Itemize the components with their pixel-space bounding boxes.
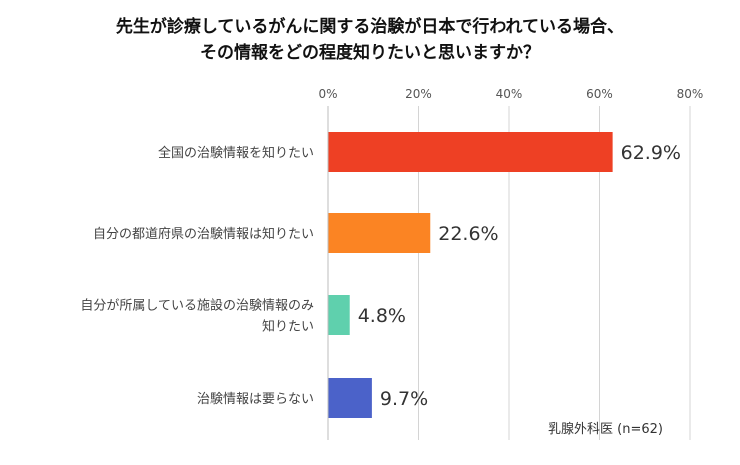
value-label: 22.6% [438, 223, 498, 245]
bar [328, 132, 613, 172]
x-tick-labels: 0% 20% 40% 60% 80% [318, 87, 703, 101]
x-tick-label: 80% [677, 87, 704, 101]
bar [328, 378, 372, 418]
x-tick-label: 0% [318, 87, 337, 101]
category-label: 知りたい [262, 319, 314, 335]
category-label: 全国の治験情報を知りたい [158, 145, 314, 161]
value-labels: 62.9% 22.6% 4.8% 9.7% [358, 142, 681, 410]
category-label: 自分の都道府県の治験情報は知りたい [93, 226, 314, 242]
bars [328, 132, 613, 418]
bar [328, 295, 350, 335]
value-label: 9.7% [380, 388, 428, 410]
chart-title-line-2: その情報をどの程度知りたいと思いますか？ [200, 43, 540, 63]
sample-note: 乳腺外科医 (n=62) [548, 422, 663, 437]
bar [328, 213, 431, 253]
chart-title-line-1: 先生が診療しているがんに関する治験が日本で行われている場合、 [115, 17, 625, 37]
chart-title: 先生が診療しているがんに関する治験が日本で行われている場合、 その情報をどの程度… [0, 14, 740, 66]
x-tick-label: 40% [496, 87, 523, 101]
category-label: 治験情報は要らない [197, 392, 314, 407]
x-tick-label: 20% [405, 87, 432, 101]
category-label: 自分が所属している施設の治験情報のみ [80, 298, 314, 314]
category-labels: 全国の治験情報を知りたい自分の都道府県の治験情報は知りたい自分が所属している施設… [80, 145, 314, 407]
value-label: 62.9% [621, 142, 681, 164]
value-label: 4.8% [358, 305, 406, 327]
x-tick-label: 60% [586, 87, 613, 101]
